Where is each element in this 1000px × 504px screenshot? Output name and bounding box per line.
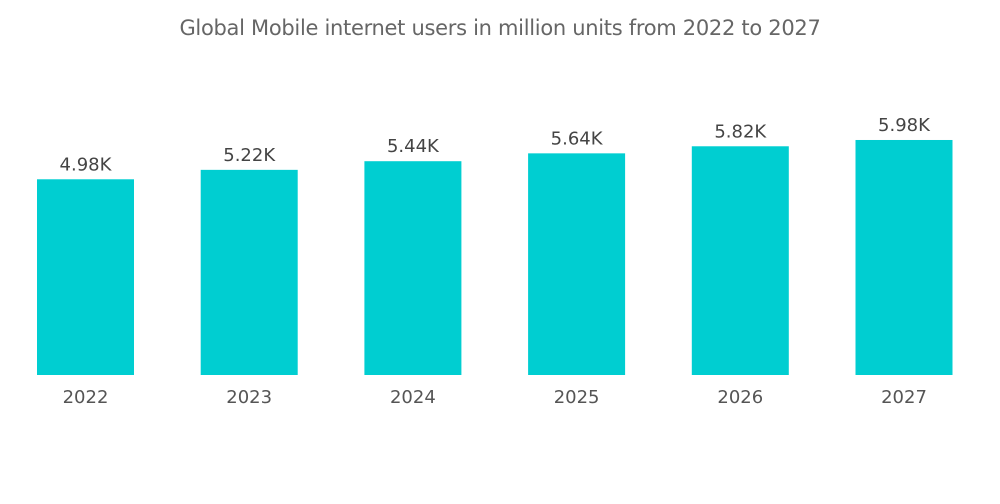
data-label-2027: 5.98K — [878, 115, 931, 136]
x-tick-2022: 2022 — [63, 387, 109, 408]
chart-title: Global Mobile internet users in million … — [179, 16, 821, 40]
data-label-2025: 5.64K — [551, 128, 604, 149]
bar-2023 — [200, 169, 298, 375]
data-label-2023: 5.22K — [223, 145, 276, 166]
x-tick-2025: 2025 — [554, 387, 600, 408]
bar-2022 — [37, 179, 134, 375]
data-label-2022: 4.98K — [60, 154, 113, 175]
bar-2026 — [691, 146, 789, 375]
x-tick-2024: 2024 — [390, 387, 436, 408]
data-label-2024: 5.44K — [387, 136, 440, 157]
bar-2024 — [364, 161, 462, 375]
x-tick-2027: 2027 — [881, 387, 927, 408]
x-tick-2023: 2023 — [226, 387, 272, 408]
x-tick-2026: 2026 — [717, 387, 763, 408]
data-label-2026: 5.82K — [714, 121, 767, 142]
bar-2027 — [855, 139, 953, 375]
bar-2025 — [528, 153, 626, 375]
